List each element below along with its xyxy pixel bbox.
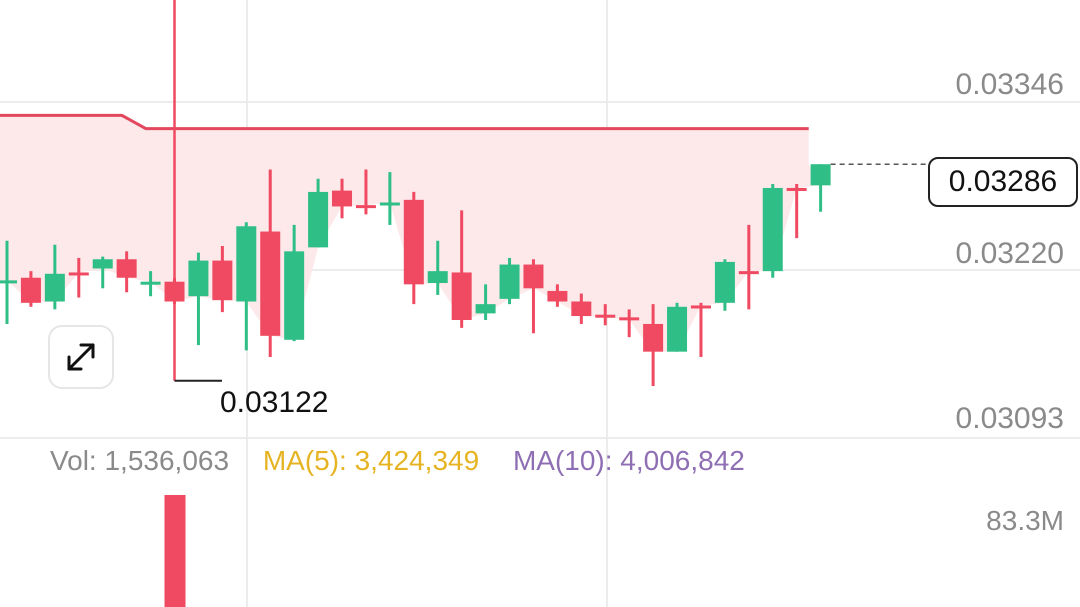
candle-body-34 bbox=[810, 164, 831, 186]
volume-info-row: Vol: 1,536,063 MA(5): 3,424,349 MA(10): … bbox=[50, 445, 771, 477]
volume-bars bbox=[164, 495, 186, 607]
volume-bar-7 bbox=[164, 495, 186, 607]
candle-body-18 bbox=[427, 271, 448, 284]
candle-body-22 bbox=[523, 264, 544, 289]
candle-body-28 bbox=[667, 306, 688, 352]
candle-body-12 bbox=[284, 251, 305, 340]
candle-body-23 bbox=[547, 290, 568, 302]
volume-axis-max-label: 83.3M bbox=[986, 505, 1064, 536]
candle-body-13 bbox=[308, 191, 329, 248]
ma5-value: MA(5): 3,424,349 bbox=[262, 445, 480, 476]
candle-body-6 bbox=[140, 281, 161, 285]
candle-body-3 bbox=[68, 272, 89, 276]
price-axis-label-mid: 0.03220 bbox=[955, 237, 1064, 270]
candle-body-29 bbox=[690, 305, 711, 309]
candle-body-24 bbox=[571, 301, 592, 317]
candle-body-27 bbox=[643, 323, 664, 352]
price-axis-label-bottom: 0.03093 bbox=[955, 402, 1064, 435]
expand-button[interactable] bbox=[48, 325, 114, 389]
candle-body-21 bbox=[499, 264, 520, 299]
current-price-tag: 0.03286 bbox=[928, 157, 1078, 207]
candle-body-14 bbox=[332, 190, 353, 207]
candle-body-11 bbox=[260, 231, 281, 336]
candle-body-32 bbox=[762, 187, 783, 272]
candle-body-33 bbox=[786, 187, 807, 191]
ma10-value: MA(10): 4,006,842 bbox=[512, 445, 745, 476]
candle-body-2 bbox=[44, 273, 65, 302]
candle-body-8 bbox=[188, 260, 209, 297]
candle-body-4 bbox=[92, 259, 113, 269]
crosshair-overlay bbox=[173, 0, 928, 382]
crosshair-low-label: 0.03122 bbox=[220, 386, 329, 419]
candle-body-5 bbox=[116, 259, 137, 278]
candle-body-20 bbox=[475, 304, 496, 314]
band-upper-line bbox=[0, 113, 809, 131]
expand-arrows-icon bbox=[67, 343, 95, 371]
candle-body-19 bbox=[451, 272, 472, 320]
candle-body-15 bbox=[355, 205, 376, 209]
candle-body-25 bbox=[595, 314, 616, 318]
candle-body-0 bbox=[0, 280, 17, 284]
price-axis-label-top: 0.03346 bbox=[955, 68, 1064, 101]
volume-value: Vol: 1,536,063 bbox=[50, 445, 230, 476]
candle-body-26 bbox=[619, 317, 640, 321]
candle-body-17 bbox=[403, 199, 424, 285]
candle-body-9 bbox=[212, 260, 233, 301]
candle-body-1 bbox=[20, 277, 41, 303]
candles bbox=[0, 164, 831, 386]
candle-body-16 bbox=[379, 202, 400, 206]
candle-body-31 bbox=[738, 271, 759, 275]
candle-body-10 bbox=[236, 226, 257, 302]
candle-body-30 bbox=[714, 261, 735, 303]
